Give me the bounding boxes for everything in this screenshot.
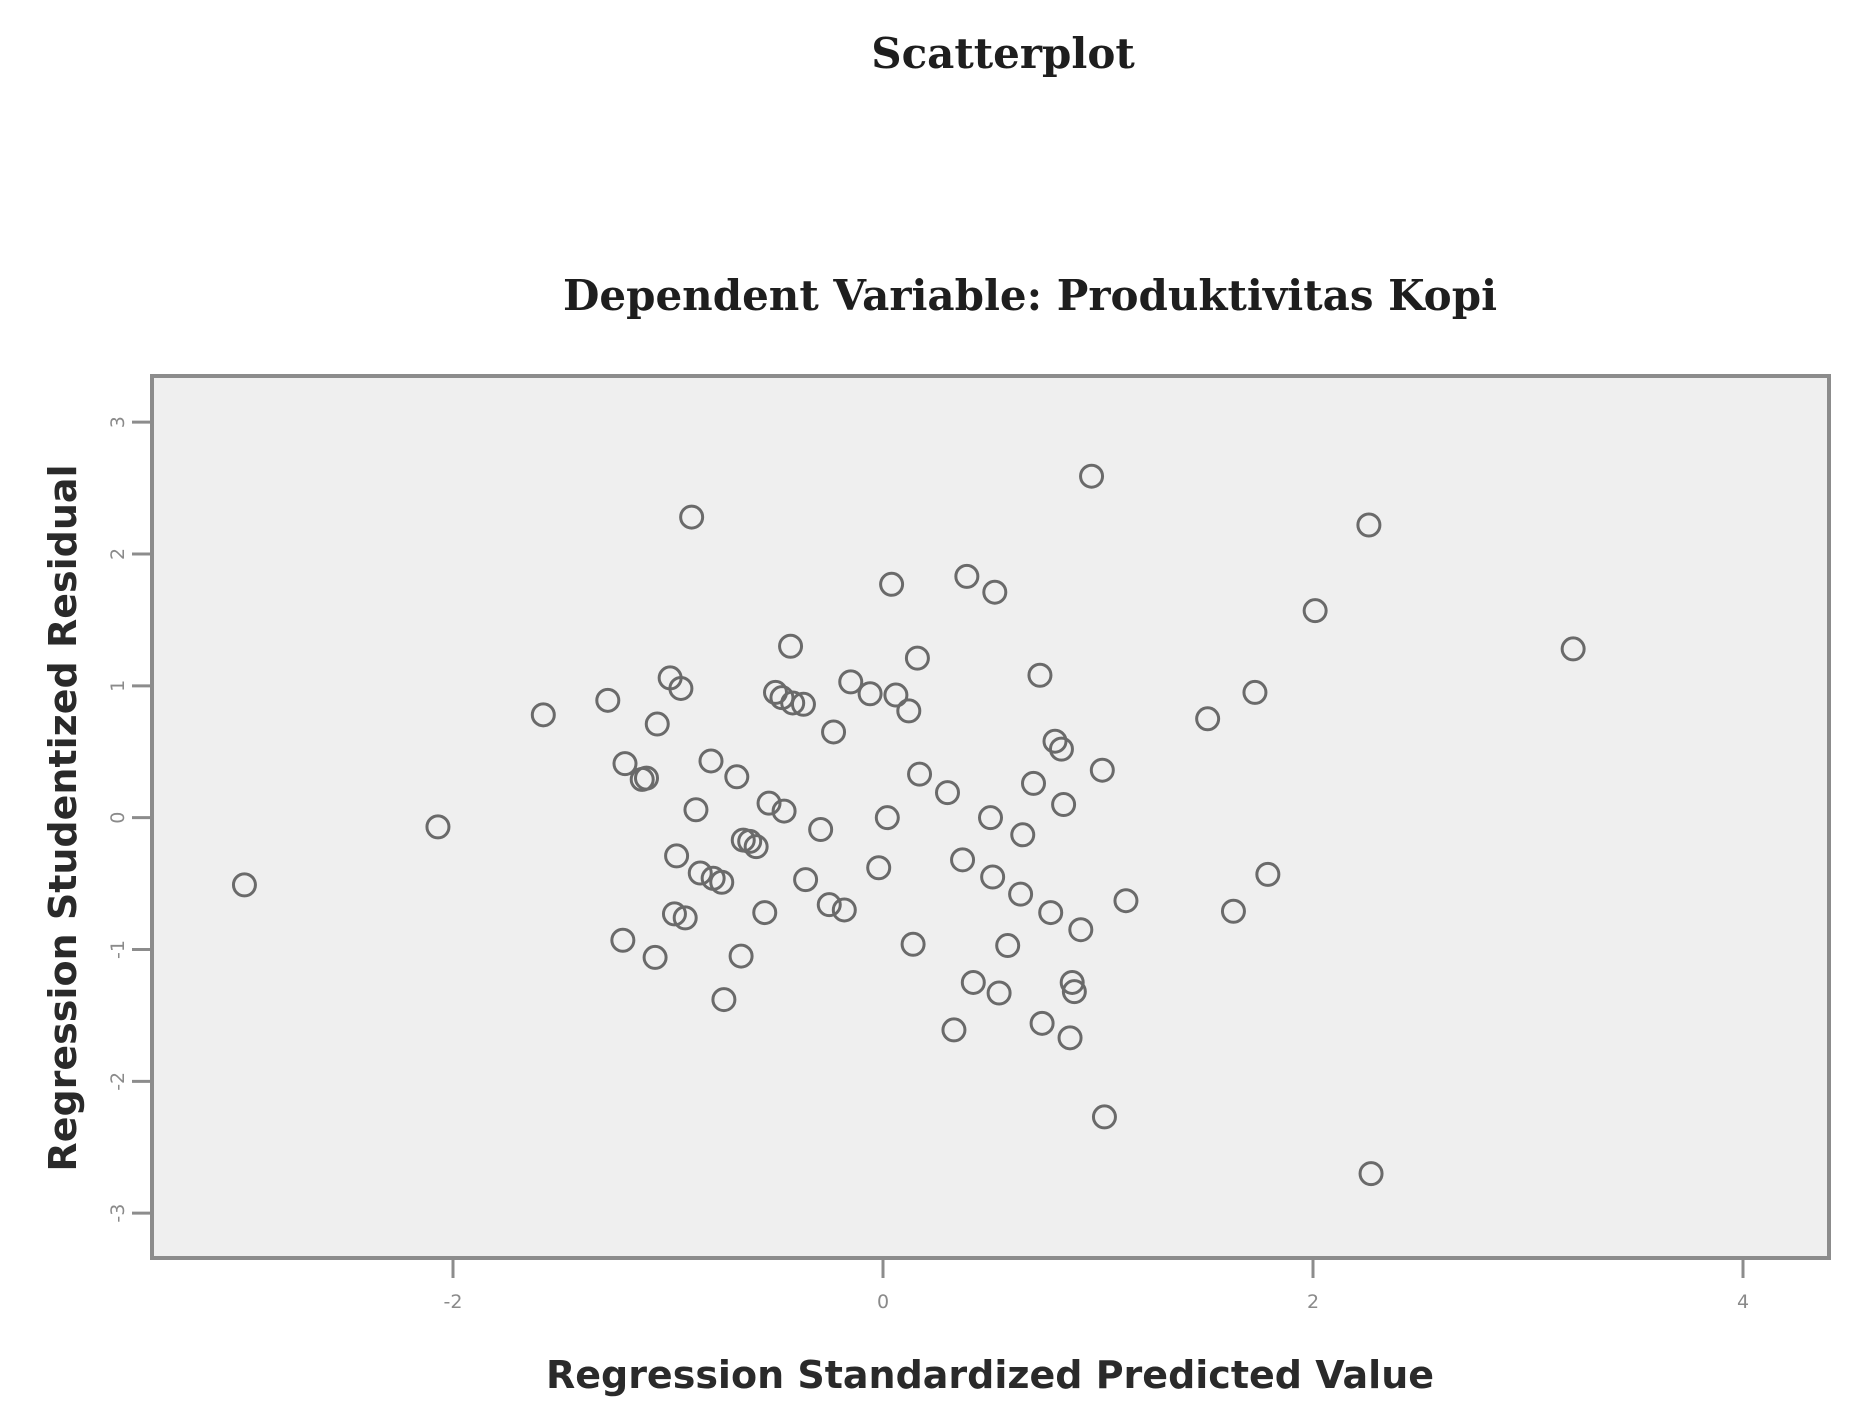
chart-title: Scatterplot xyxy=(871,29,1135,78)
data-points xyxy=(231,463,1586,1187)
data-point xyxy=(231,872,257,898)
data-point xyxy=(793,867,819,893)
data-point xyxy=(900,931,926,957)
x-tick-label: -2 xyxy=(444,1291,463,1313)
data-point xyxy=(728,943,754,969)
data-point xyxy=(683,797,709,823)
data-point xyxy=(904,645,930,671)
data-point xyxy=(821,719,847,745)
y-tick-label: -1 xyxy=(107,940,129,959)
y-tick-label: -3 xyxy=(107,1204,129,1223)
data-point xyxy=(1027,662,1053,688)
data-point xyxy=(679,504,705,530)
data-point xyxy=(1048,736,1074,762)
data-point xyxy=(756,790,782,816)
data-point xyxy=(1560,636,1586,662)
data-point xyxy=(950,847,976,873)
data-point xyxy=(778,633,804,659)
data-point xyxy=(1059,969,1085,995)
y-tick-label: 2 xyxy=(107,548,129,560)
data-point xyxy=(612,751,638,777)
data-point xyxy=(808,817,834,843)
data-point xyxy=(709,869,735,895)
y-tick-label: 0 xyxy=(107,812,129,824)
data-point xyxy=(907,761,933,787)
data-point xyxy=(935,780,960,806)
y-axis-label: Regression Studentized Residual xyxy=(41,464,85,1171)
data-point xyxy=(724,764,750,790)
data-point xyxy=(661,901,687,927)
data-point xyxy=(1358,1161,1384,1187)
y-tick-label: 1 xyxy=(107,680,129,692)
data-point xyxy=(1113,888,1139,914)
data-point xyxy=(866,855,892,881)
data-point xyxy=(1042,728,1068,754)
data-point xyxy=(780,690,806,716)
data-point xyxy=(838,669,864,695)
data-point xyxy=(644,711,670,737)
x-axis: -2 0 2 4 xyxy=(444,1258,1749,1313)
data-point xyxy=(982,579,1008,605)
data-point xyxy=(1091,1104,1117,1130)
data-point xyxy=(1079,463,1105,489)
data-point xyxy=(1029,1010,1055,1036)
data-point xyxy=(879,571,905,597)
data-point xyxy=(1038,900,1064,926)
x-axis-label: Regression Standardized Predicted Value xyxy=(546,1353,1434,1397)
data-point xyxy=(1089,757,1115,783)
data-point xyxy=(980,864,1006,890)
data-point xyxy=(1010,822,1036,848)
data-point xyxy=(1057,1025,1083,1051)
data-point xyxy=(1195,706,1221,732)
y-tick-label: 3 xyxy=(107,416,129,428)
data-point xyxy=(672,905,698,931)
data-point xyxy=(960,969,986,995)
x-tick-label: 2 xyxy=(1307,1291,1319,1313)
data-point xyxy=(986,980,1012,1006)
data-point xyxy=(642,944,668,970)
data-point xyxy=(530,702,556,728)
data-point xyxy=(1220,898,1246,924)
plot-area xyxy=(150,374,1831,1260)
data-point xyxy=(752,900,778,926)
data-point xyxy=(1242,679,1268,705)
data-point xyxy=(698,748,724,774)
data-point xyxy=(1061,979,1087,1005)
data-point xyxy=(743,834,769,860)
data-point xyxy=(687,860,713,886)
data-point xyxy=(425,814,451,840)
data-point xyxy=(664,843,690,869)
data-point xyxy=(595,687,621,713)
x-tick-label: 0 xyxy=(877,1291,889,1313)
data-point xyxy=(954,563,980,589)
data-point xyxy=(1051,791,1077,817)
data-point xyxy=(978,805,1003,831)
data-point xyxy=(857,681,883,707)
data-point xyxy=(610,927,636,953)
data-point xyxy=(1068,917,1094,943)
data-point xyxy=(668,675,694,701)
y-tick-label: -2 xyxy=(107,1072,129,1091)
data-point xyxy=(995,933,1021,959)
data-point xyxy=(771,798,797,824)
data-point xyxy=(1021,770,1046,796)
chart-subtitle: Dependent Variable: Produktivitas Kopi xyxy=(563,271,1497,320)
data-point xyxy=(711,987,737,1013)
data-point xyxy=(831,897,857,923)
x-tick-label: 4 xyxy=(1737,1291,1749,1313)
data-point xyxy=(1356,512,1382,538)
data-point xyxy=(1255,861,1281,887)
y-axis: 3 2 1 0 -1 -2 -3 xyxy=(107,416,152,1223)
data-point xyxy=(634,765,659,791)
data-point xyxy=(896,698,922,724)
data-point xyxy=(941,1017,967,1043)
data-point xyxy=(737,828,763,854)
data-point xyxy=(790,691,816,717)
data-point xyxy=(874,805,900,831)
data-point xyxy=(1302,598,1328,624)
data-point xyxy=(816,892,842,918)
data-point xyxy=(1008,881,1034,907)
data-point xyxy=(883,682,909,708)
